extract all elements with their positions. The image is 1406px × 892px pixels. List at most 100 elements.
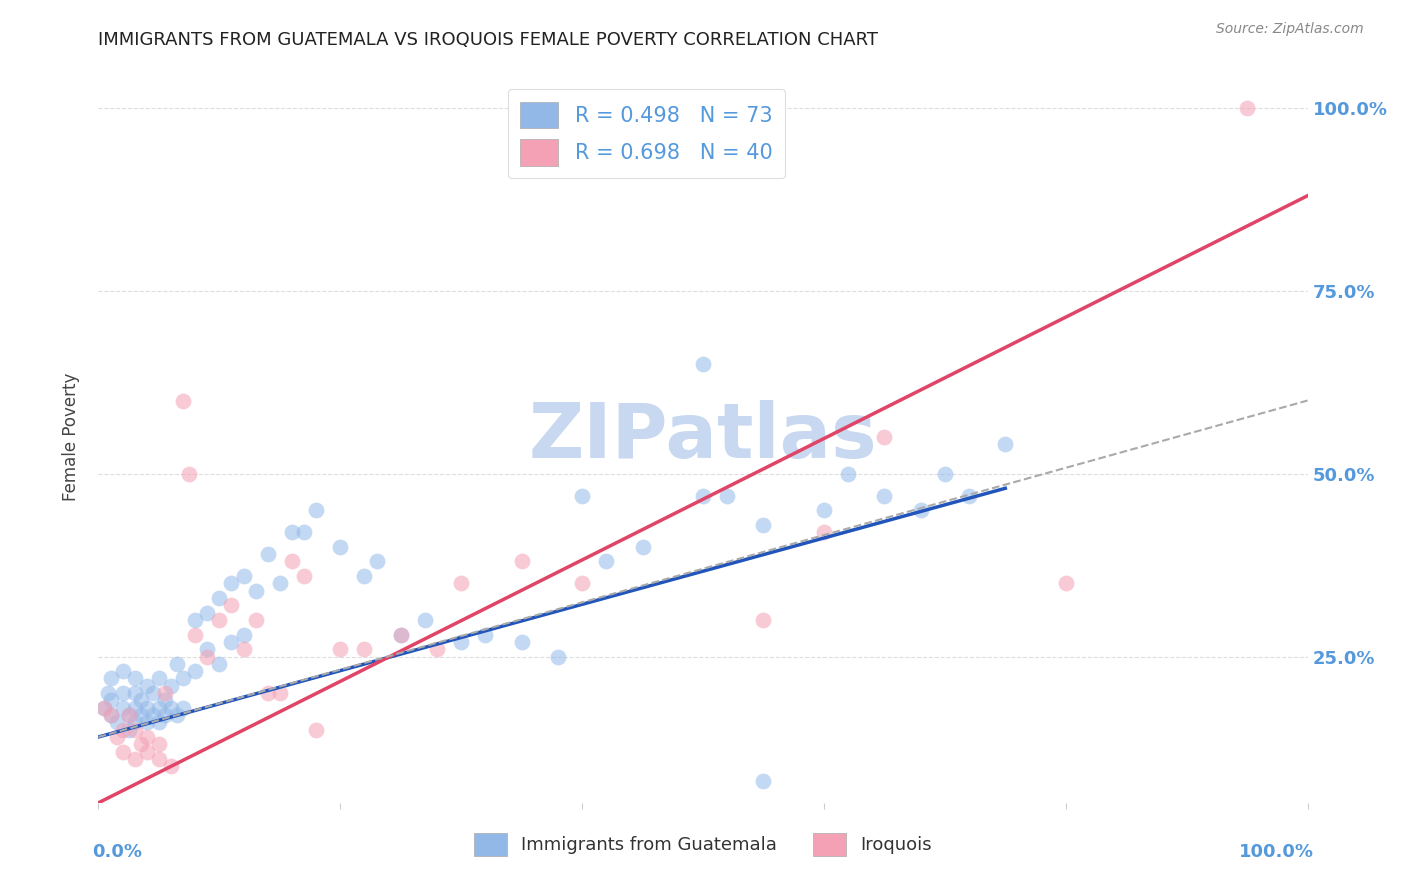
- Point: [184, 627, 207, 641]
- Point: [752, 773, 775, 788]
- Point: [450, 576, 472, 591]
- Point: [148, 737, 170, 751]
- Point: [510, 554, 533, 568]
- Point: [105, 730, 128, 744]
- Point: [166, 657, 188, 671]
- Point: [450, 635, 472, 649]
- Point: [1054, 576, 1077, 591]
- Point: [195, 642, 218, 657]
- Point: [148, 715, 170, 730]
- Point: [97, 686, 120, 700]
- Point: [129, 693, 152, 707]
- Point: [111, 723, 134, 737]
- Point: [160, 679, 183, 693]
- Point: [184, 613, 207, 627]
- Point: [153, 686, 176, 700]
- Point: [118, 708, 141, 723]
- Point: [813, 503, 835, 517]
- Text: Source: ZipAtlas.com: Source: ZipAtlas.com: [1216, 22, 1364, 37]
- Point: [135, 715, 157, 730]
- Point: [129, 708, 152, 723]
- Point: [994, 437, 1017, 451]
- Text: 0.0%: 0.0%: [93, 843, 142, 861]
- Point: [100, 672, 122, 686]
- Point: [142, 686, 165, 700]
- Point: [232, 642, 254, 657]
- Point: [269, 686, 291, 700]
- Point: [595, 554, 617, 568]
- Point: [105, 715, 128, 730]
- Point: [184, 664, 207, 678]
- Point: [752, 517, 775, 532]
- Point: [148, 672, 170, 686]
- Point: [292, 569, 315, 583]
- Point: [837, 467, 859, 481]
- Point: [135, 700, 157, 714]
- Point: [118, 708, 141, 723]
- Point: [208, 591, 231, 605]
- Point: [329, 642, 352, 657]
- Point: [571, 489, 593, 503]
- Point: [118, 723, 141, 737]
- Y-axis label: Female Poverty: Female Poverty: [62, 373, 80, 501]
- Point: [124, 686, 146, 700]
- Point: [873, 489, 896, 503]
- Point: [129, 737, 152, 751]
- Point: [135, 730, 157, 744]
- Point: [389, 627, 412, 641]
- Text: ZIPatlas: ZIPatlas: [529, 401, 877, 474]
- Point: [692, 489, 714, 503]
- Point: [172, 393, 194, 408]
- Point: [221, 576, 243, 591]
- Point: [256, 547, 278, 561]
- Point: [269, 576, 291, 591]
- Point: [245, 613, 267, 627]
- Point: [93, 700, 115, 714]
- Point: [305, 503, 328, 517]
- Point: [716, 489, 738, 503]
- Point: [135, 745, 157, 759]
- Point: [142, 708, 165, 723]
- Point: [413, 613, 436, 627]
- Point: [93, 700, 115, 714]
- Point: [957, 489, 980, 503]
- Point: [232, 569, 254, 583]
- Point: [172, 672, 194, 686]
- Point: [353, 569, 375, 583]
- Point: [389, 627, 412, 641]
- Point: [111, 686, 134, 700]
- Point: [873, 430, 896, 444]
- Point: [692, 357, 714, 371]
- Point: [153, 708, 176, 723]
- Legend: Immigrants from Guatemala, Iroquois: Immigrants from Guatemala, Iroquois: [464, 822, 942, 867]
- Point: [353, 642, 375, 657]
- Point: [221, 635, 243, 649]
- Point: [124, 723, 146, 737]
- Point: [281, 554, 304, 568]
- Point: [111, 664, 134, 678]
- Point: [1236, 101, 1258, 115]
- Point: [172, 700, 194, 714]
- Point: [245, 583, 267, 598]
- Point: [111, 700, 134, 714]
- Point: [426, 642, 449, 657]
- Point: [179, 467, 201, 481]
- Point: [160, 700, 183, 714]
- Point: [221, 599, 243, 613]
- Point: [195, 606, 218, 620]
- Point: [292, 525, 315, 540]
- Point: [305, 723, 328, 737]
- Point: [124, 752, 146, 766]
- Point: [934, 467, 956, 481]
- Point: [100, 708, 122, 723]
- Point: [166, 708, 188, 723]
- Point: [752, 613, 775, 627]
- Point: [813, 525, 835, 540]
- Point: [100, 708, 122, 723]
- Point: [124, 672, 146, 686]
- Point: [208, 613, 231, 627]
- Point: [232, 627, 254, 641]
- Text: 100.0%: 100.0%: [1239, 843, 1313, 861]
- Point: [148, 700, 170, 714]
- Point: [366, 554, 388, 568]
